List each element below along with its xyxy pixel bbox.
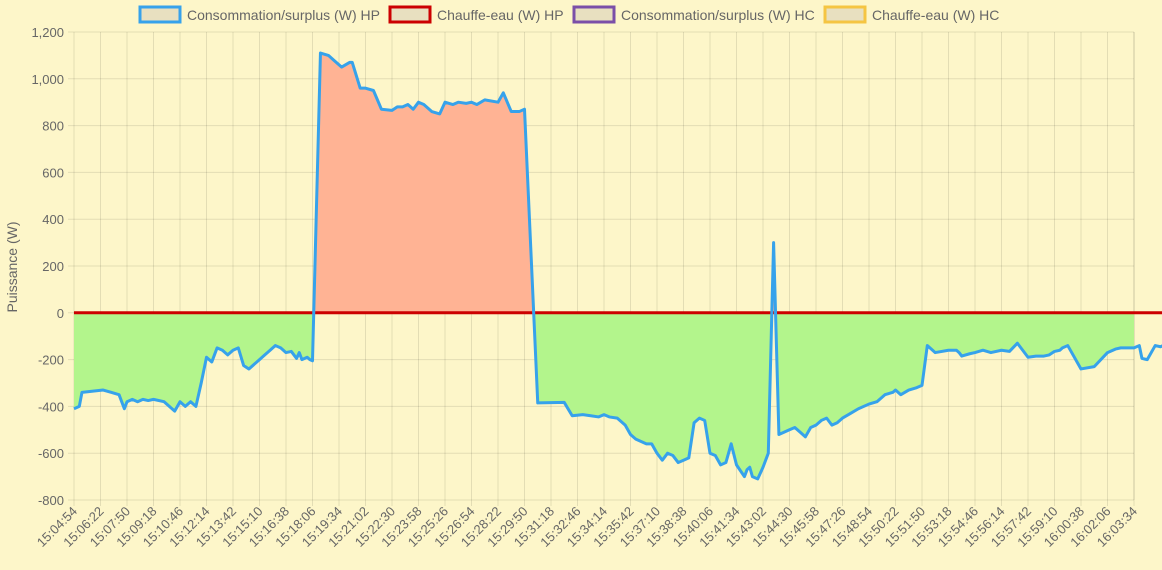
x-axis: 15:04:5415:06:2215:07:5015:09:1815:10:46… <box>34 504 1140 550</box>
legend-swatch[interactable] <box>388 5 432 24</box>
legend-label[interactable]: Chauffe-eau (W) HP <box>437 7 564 23</box>
y-tick-label: 600 <box>42 165 64 180</box>
y-tick-label: 200 <box>42 259 64 274</box>
area-fill-negative <box>74 312 1134 479</box>
y-tick-label: 400 <box>42 212 64 227</box>
legend-label[interactable]: Chauffe-eau (W) HC <box>872 7 999 23</box>
legend-swatch[interactable] <box>823 5 867 24</box>
y-tick-label: 0 <box>57 306 64 321</box>
legend: Consommation/surplus (W) HP Chauffe-eau (… <box>138 5 999 24</box>
y-tick-label: -400 <box>38 399 64 414</box>
y-axis: 1,200 1,000 800 600 400 200 0 -200 -400 -600 -800 <box>31 25 64 508</box>
y-tick-label: 800 <box>42 119 64 134</box>
y-axis-title: Puissance (W) <box>4 221 20 312</box>
y-tick-label: -600 <box>38 446 64 461</box>
legend-swatch[interactable] <box>572 5 616 24</box>
y-tick-label: -200 <box>38 353 64 368</box>
series-line-consommation-hp[interactable] <box>73 51 1162 481</box>
plot-area <box>73 51 1162 481</box>
legend-label[interactable]: Consommation/surplus (W) HP <box>187 7 380 23</box>
area-fill-positive <box>313 53 776 313</box>
y-tick-label: 1,000 <box>31 72 64 87</box>
grid <box>68 31 1135 506</box>
legend-label[interactable]: Consommation/surplus (W) HC <box>621 7 815 23</box>
legend-swatch[interactable] <box>138 5 182 24</box>
y-tick-label: 1,200 <box>31 25 64 40</box>
y-tick-label: -800 <box>38 493 64 508</box>
